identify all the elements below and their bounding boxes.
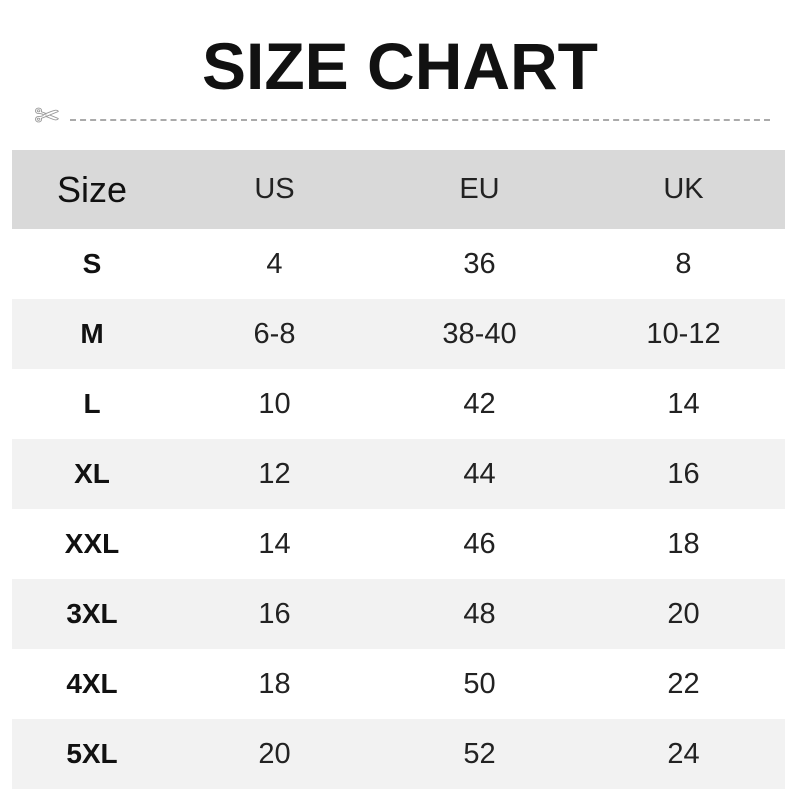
cell-uk: 24 — [667, 737, 700, 770]
cell-us: 4 — [266, 247, 283, 280]
cell-size: XXL — [64, 528, 120, 559]
table-row: 5XL 20 52 24 — [12, 719, 785, 789]
cell-size: 3XL — [66, 598, 118, 629]
cell-us: 18 — [258, 667, 291, 700]
cell-uk: 14 — [667, 387, 700, 420]
cell-eu: 48 — [463, 597, 496, 630]
cell-uk: 18 — [667, 527, 700, 560]
cell-eu: 50 — [463, 667, 496, 700]
size-table: Size US EU UK S 4 36 8 M 6-8 38-40 10-12 L 10 42 14… — [12, 150, 785, 789]
header-us: US — [254, 173, 295, 205]
cell-eu: 44 — [463, 457, 496, 490]
cell-uk: 10-12 — [646, 317, 721, 350]
dashed-divider — [70, 119, 770, 121]
table-row: XXL 14 46 18 — [12, 509, 785, 579]
cell-us: 20 — [258, 737, 291, 770]
table-row: L 10 42 14 — [12, 369, 785, 439]
table-row: M 6-8 38-40 10-12 — [12, 299, 785, 369]
cell-us: 10 — [258, 387, 291, 420]
page-title: SIZE CHART — [202, 29, 598, 103]
cell-eu: 36 — [463, 247, 496, 280]
table-row: S 4 36 8 — [12, 229, 785, 299]
cell-uk: 20 — [667, 597, 700, 630]
header-size: Size — [56, 168, 128, 210]
cell-us: 6-8 — [253, 317, 296, 350]
cell-size: 4XL — [66, 668, 118, 699]
cell-uk: 22 — [667, 667, 700, 700]
cell-us: 12 — [258, 457, 291, 490]
cell-size: M — [80, 318, 104, 349]
table-row: 4XL 18 50 22 — [12, 649, 785, 719]
table-row: XL 12 44 16 — [12, 439, 785, 509]
cell-uk: 8 — [675, 247, 692, 280]
cell-size: XL — [74, 458, 110, 489]
header-uk: UK — [663, 173, 704, 205]
cell-us: 16 — [258, 597, 291, 630]
header-eu: EU — [459, 173, 500, 205]
cell-uk: 16 — [667, 457, 700, 490]
cell-size: L — [83, 388, 101, 419]
cell-eu: 42 — [463, 387, 496, 420]
scissors-icon: ✄ — [34, 100, 60, 133]
table-header: Size US EU UK — [12, 150, 785, 229]
cell-size: 5XL — [66, 738, 118, 769]
cell-size: S — [82, 248, 102, 279]
cell-eu: 38-40 — [442, 317, 517, 350]
table-row: 3XL 16 48 20 — [12, 579, 785, 649]
cut-line: ✄ — [34, 102, 770, 132]
cell-eu: 46 — [463, 527, 496, 560]
cell-eu: 52 — [463, 737, 496, 770]
cell-us: 14 — [258, 527, 291, 560]
